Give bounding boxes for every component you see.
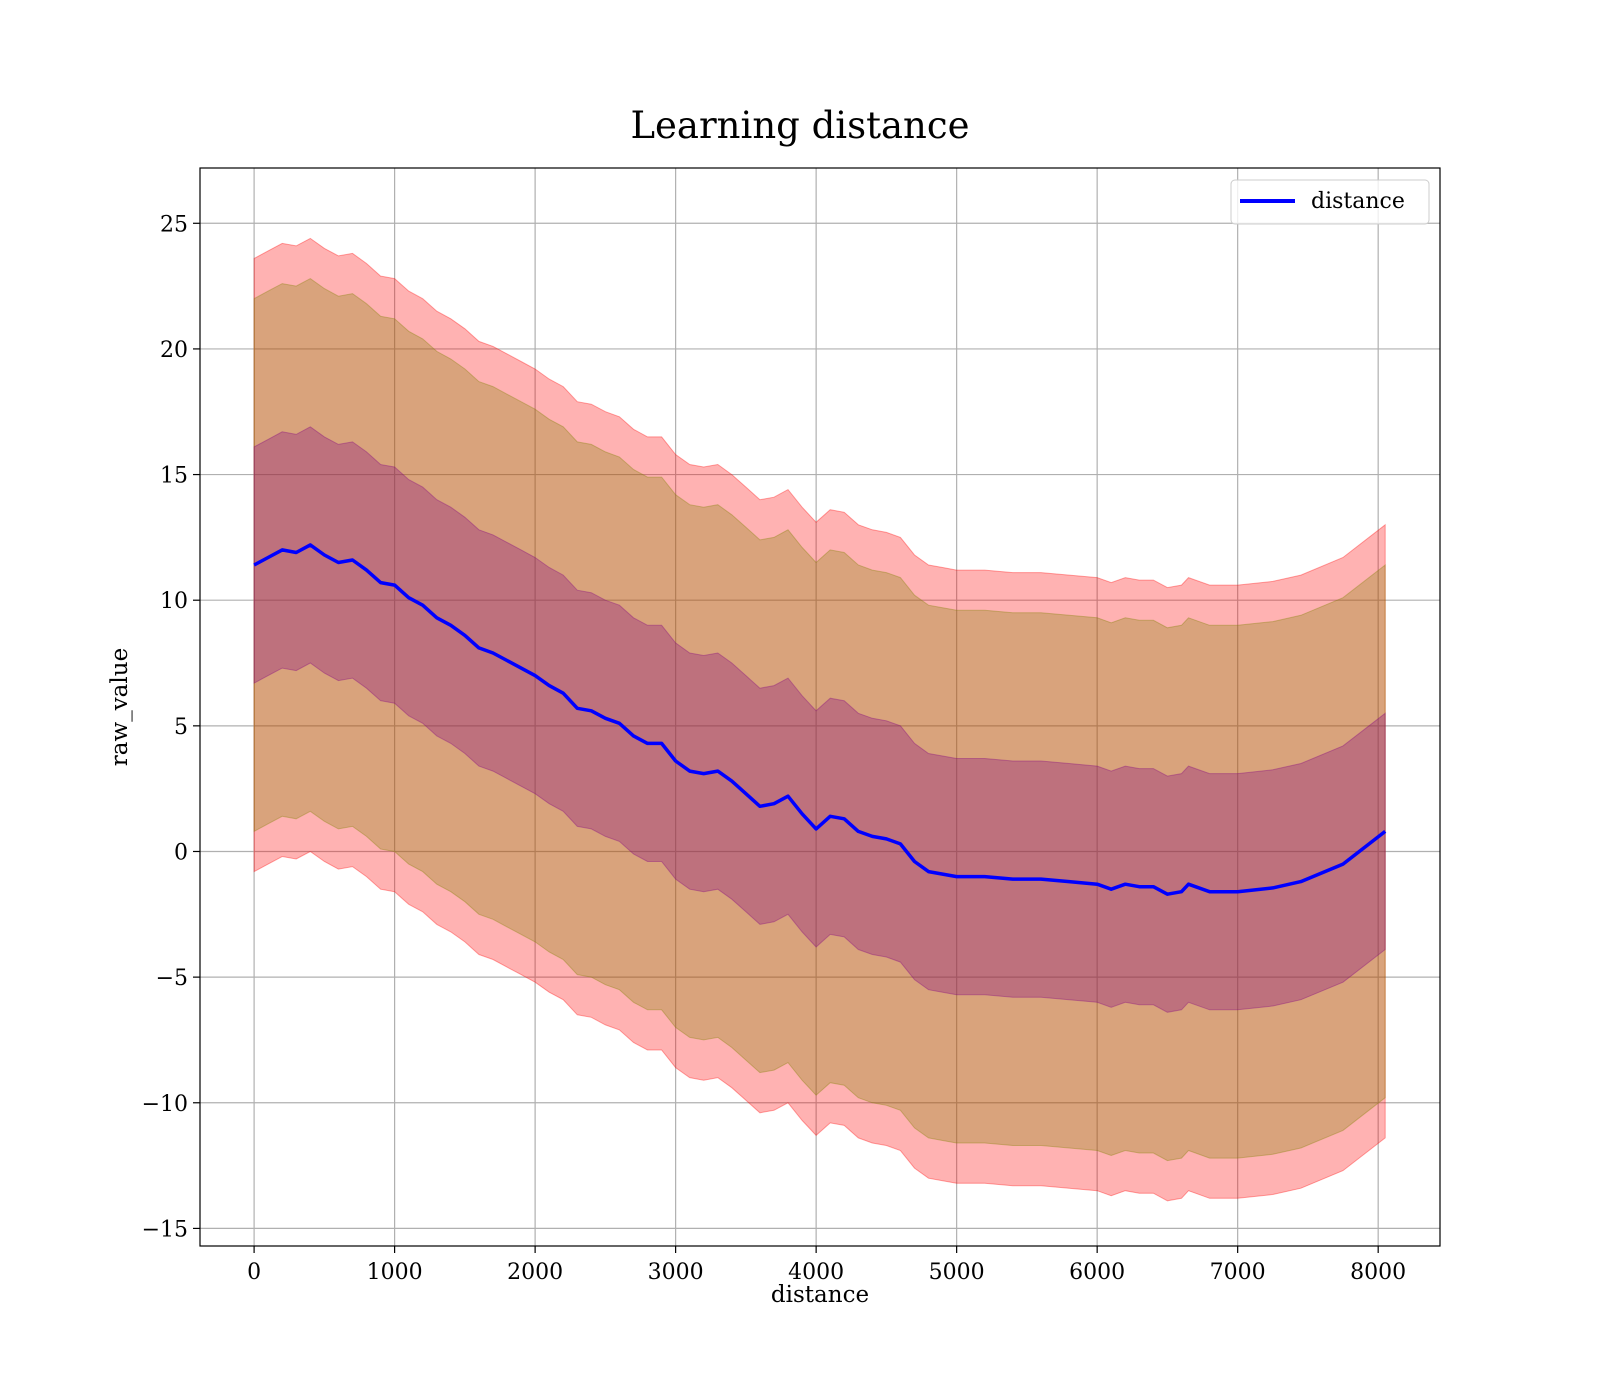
x-tick-label: 1000 (367, 1260, 423, 1285)
y-tick-label: 15 (160, 464, 188, 489)
plot-area-frame (199, 167, 1441, 1247)
x-tick-label: 8000 (1350, 1260, 1406, 1285)
x-tick-label: 5000 (929, 1260, 985, 1285)
x-tick-label: 2000 (507, 1260, 563, 1285)
x-tick-label: 4000 (788, 1260, 844, 1285)
band-middle (253, 278, 1386, 1162)
series-lines (253, 543, 1387, 896)
y-tick-label: −5 (156, 966, 188, 991)
y-tick-label: 5 (174, 715, 188, 740)
legend: distance (1230, 179, 1430, 225)
x-axis-label: distance (771, 1282, 869, 1308)
band-inner (253, 426, 1386, 1013)
grid (200, 168, 1440, 1246)
y-axis-ticks: −15 −10 −5 0 5 10 15 20 25 (142, 212, 200, 1242)
x-tick-label: 0 (247, 1260, 261, 1285)
x-axis-ticks: 0 1000 2000 3000 4000 5000 6000 7000 8000 (247, 1246, 1406, 1285)
y-tick-label: −15 (142, 1217, 188, 1242)
y-tick-label: 0 (174, 840, 188, 865)
y-axis-label: raw_value (107, 648, 133, 766)
x-tick-label: 6000 (1069, 1260, 1125, 1285)
y-tick-label: −10 (142, 1092, 188, 1117)
legend-label: distance (1311, 189, 1405, 214)
series-line-0 (253, 543, 1387, 896)
x-tick-label: 3000 (648, 1260, 704, 1285)
y-tick-label: 10 (160, 589, 188, 614)
x-tick-label: 7000 (1210, 1260, 1266, 1285)
confidence-bands (253, 237, 1386, 1202)
legend-box (1230, 179, 1430, 225)
band-outer (253, 237, 1386, 1202)
y-tick-label: 20 (160, 338, 188, 363)
chart-title: Learning distance (630, 104, 969, 147)
y-tick-label: 25 (160, 212, 188, 237)
